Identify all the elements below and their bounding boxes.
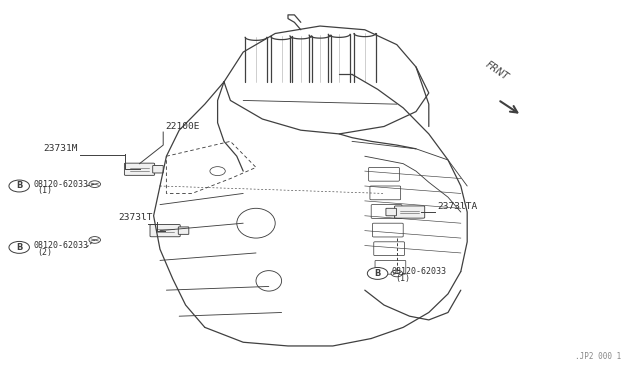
Text: 2373lTA: 2373lTA [437,202,477,211]
Text: (2): (2) [37,248,52,257]
Text: 08120-62033: 08120-62033 [392,267,447,276]
Text: FRNT: FRNT [483,59,510,82]
FancyBboxPatch shape [153,166,163,173]
Text: (1): (1) [37,186,52,195]
Text: 23731M: 23731M [44,144,78,153]
Text: B: B [16,182,22,190]
Text: 08120-62033: 08120-62033 [33,241,88,250]
FancyBboxPatch shape [124,163,155,175]
Circle shape [89,181,100,187]
Text: 08120-62033: 08120-62033 [33,180,88,189]
Text: .JP2 000 1: .JP2 000 1 [575,352,621,361]
Text: B: B [374,269,381,278]
Circle shape [367,267,388,279]
FancyBboxPatch shape [150,225,180,237]
Text: 22100E: 22100E [165,122,200,131]
Circle shape [89,237,100,243]
Text: 2373lT: 2373lT [118,214,153,222]
Text: (1): (1) [396,274,410,283]
Circle shape [9,241,29,253]
Circle shape [9,180,29,192]
FancyBboxPatch shape [394,206,425,218]
FancyBboxPatch shape [179,227,189,234]
FancyBboxPatch shape [386,208,396,216]
Text: B: B [16,243,22,252]
Circle shape [391,270,403,277]
